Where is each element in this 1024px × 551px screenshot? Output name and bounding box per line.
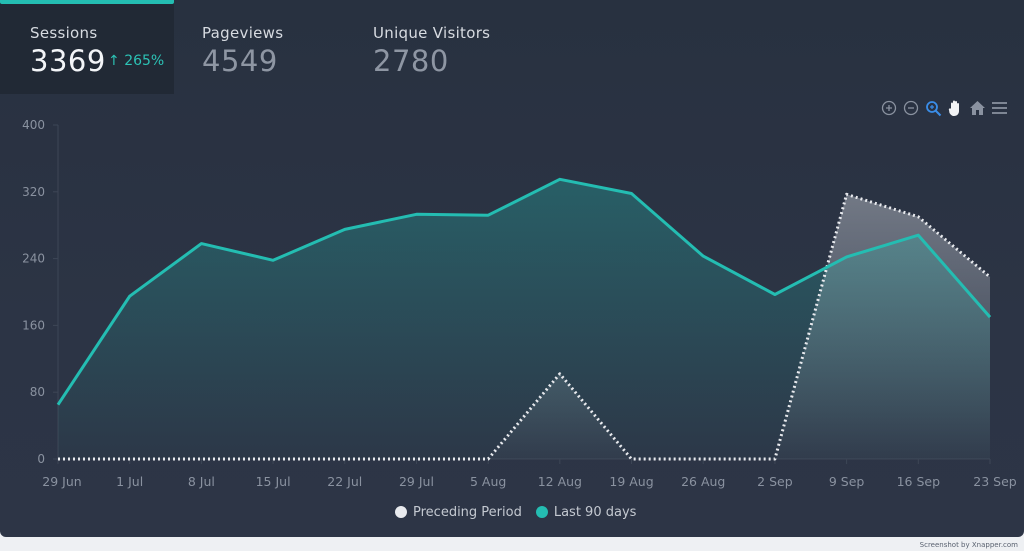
chart-toolbar xyxy=(880,98,1008,118)
last-90-days-line xyxy=(56,177,992,406)
tab-unique-visitors-label: Unique Visitors xyxy=(373,24,491,42)
tab-sessions-label: Sessions xyxy=(30,24,98,42)
x-tick-label: 23 Sep xyxy=(973,474,1017,489)
y-tick-label: 400 xyxy=(22,118,45,132)
x-tick-label: 9 Sep xyxy=(829,474,865,489)
x-tick-label: 8 Jul xyxy=(188,474,215,489)
selection-zoom-icon[interactable] xyxy=(924,99,942,117)
sessions-chart: 0 80 160 240 320 400 29 Jun 1 Jul 8 Jul 15 Jul 22 … xyxy=(22,118,1017,489)
x-tick-label: 22 Jul xyxy=(327,474,362,489)
legend-dot-last-90-days xyxy=(535,506,548,518)
tab-pageviews-label: Pageviews xyxy=(202,24,284,42)
legend-item-last-90-days[interactable]: Last 90 days xyxy=(535,504,637,520)
x-tick-label: 16 Sep xyxy=(897,474,941,489)
y-tick-label: 80 xyxy=(30,385,45,399)
sessions-delta-badge: ↑ 265% xyxy=(108,53,164,69)
analytics-panel: Sessions 3369 ↑ 265% Pageviews 4549 Uniq… xyxy=(0,0,1024,537)
x-tick-label: 5 Aug xyxy=(470,474,506,489)
tab-sessions-value: 3369 xyxy=(30,44,106,78)
x-tick-label: 1 Jul xyxy=(116,474,143,489)
zoom-out-icon[interactable] xyxy=(902,99,920,117)
tab-sessions[interactable]: Sessions 3369 ↑ 265% xyxy=(0,0,174,94)
tab-unique-visitors-value: 2780 xyxy=(373,44,449,78)
x-tick-label: 12 Aug xyxy=(538,474,582,489)
tab-pageviews[interactable]: Pageviews 4549 xyxy=(172,0,346,94)
legend-label-last-90-days: Last 90 days xyxy=(553,504,637,520)
last-90-days-area xyxy=(58,179,990,460)
y-tick-label: 320 xyxy=(22,185,45,199)
y-tick-label: 0 xyxy=(37,452,45,466)
tab-pageviews-value: 4549 xyxy=(202,44,278,78)
menu-icon[interactable] xyxy=(990,99,1008,117)
x-tick-label: 29 Jun xyxy=(42,474,81,489)
legend-dot-preceding xyxy=(395,506,407,518)
legend-label-preceding: Preceding Period xyxy=(413,504,522,520)
active-tab-indicator xyxy=(0,0,174,4)
pan-hand-icon[interactable] xyxy=(946,99,964,117)
y-tick-label: 240 xyxy=(22,252,45,266)
home-icon[interactable] xyxy=(968,99,986,117)
chart-legend: Preceding Period Last 90 days xyxy=(395,503,636,521)
screenshot-credit: Screenshot by Xnapper.com xyxy=(919,541,1018,549)
x-tick-label: 2 Sep xyxy=(757,474,793,489)
tab-unique-visitors[interactable]: Unique Visitors 2780 xyxy=(343,0,543,94)
x-tick-label: 15 Jul xyxy=(256,474,291,489)
y-tick-label: 160 xyxy=(22,318,45,332)
x-tick-label: 19 Aug xyxy=(609,474,653,489)
legend-item-preceding[interactable]: Preceding Period xyxy=(395,505,522,520)
x-tick-label: 29 Jul xyxy=(399,474,434,489)
x-tick-label: 26 Aug xyxy=(681,474,725,489)
arrow-up-icon: ↑ xyxy=(108,53,120,69)
preceding-period-line xyxy=(58,192,991,461)
sessions-delta-value: 265% xyxy=(124,53,165,69)
zoom-in-icon[interactable] xyxy=(880,99,898,117)
